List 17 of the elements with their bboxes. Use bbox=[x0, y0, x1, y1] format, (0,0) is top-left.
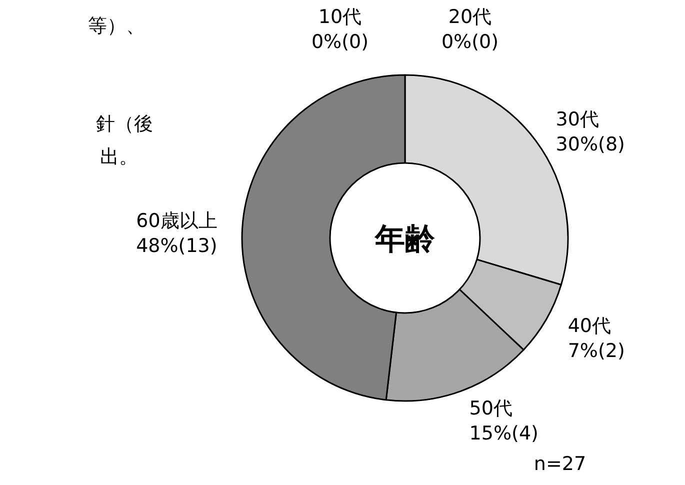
slice-label: 30代 bbox=[556, 108, 599, 131]
text: 0%(0) bbox=[441, 31, 499, 53]
slice-label: 40代 bbox=[568, 315, 611, 337]
data-label: 30%(8) bbox=[556, 134, 625, 156]
text: n=27 bbox=[534, 453, 586, 475]
slice-label: 60歳以上 bbox=[136, 210, 218, 232]
text: 等）、 bbox=[88, 15, 145, 37]
text: 0%(0) bbox=[311, 31, 369, 53]
slice-label: 50代 bbox=[469, 398, 512, 420]
data-label: 48%(13) bbox=[136, 235, 218, 258]
data-label: 7%(2) bbox=[568, 340, 625, 362]
data-label: 15%(4) bbox=[469, 422, 538, 445]
text: 年齢 bbox=[374, 222, 435, 257]
category-label: 10代 bbox=[318, 6, 362, 28]
text: 出。 bbox=[100, 146, 138, 168]
text: 針（後 bbox=[96, 113, 153, 135]
category-label: 20代 bbox=[448, 6, 492, 28]
